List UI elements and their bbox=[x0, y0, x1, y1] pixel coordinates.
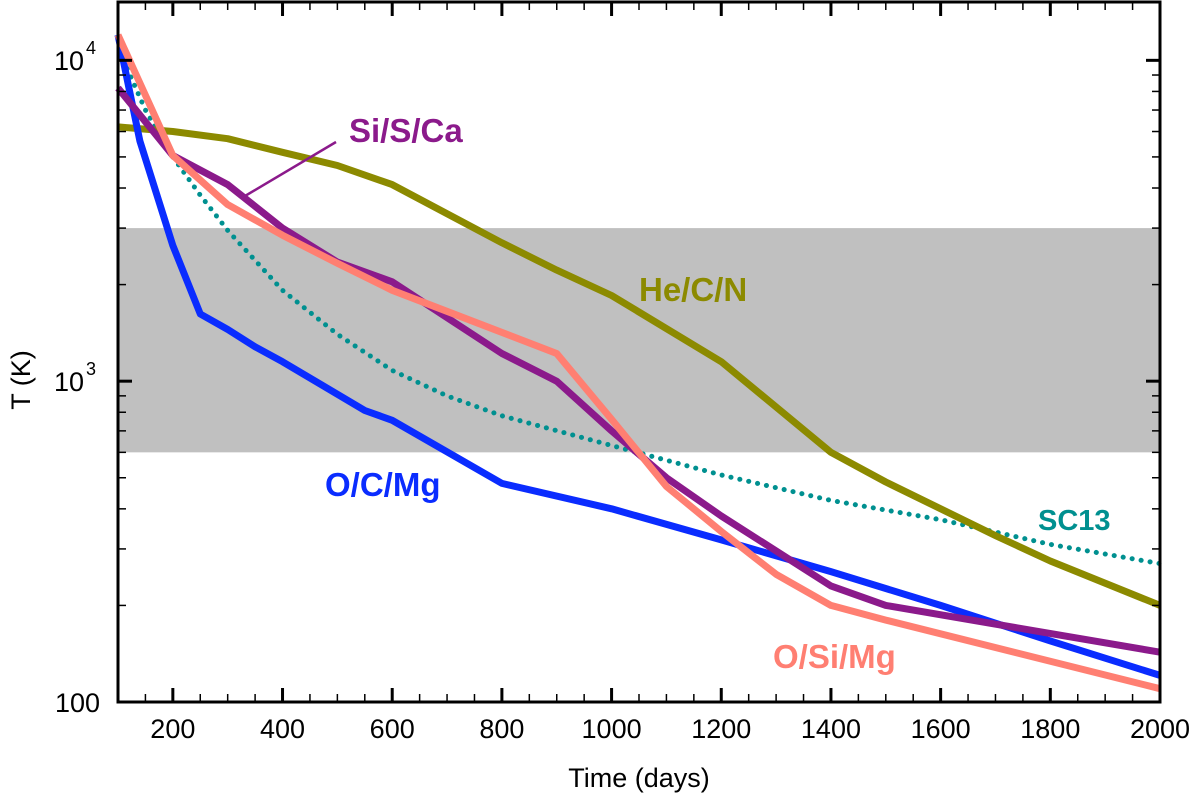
x-tick-label: 1200 bbox=[691, 714, 751, 744]
x-tick-label: 400 bbox=[260, 714, 305, 744]
series-layer bbox=[114, 33, 1163, 693]
y-tick-label-100: 100 bbox=[55, 688, 100, 718]
x-tick-label: 1000 bbox=[582, 714, 642, 744]
plot-frame bbox=[116, 0, 1162, 704]
series-si-s-ca bbox=[115, 85, 1161, 656]
x-tick-label: 200 bbox=[150, 714, 195, 744]
y-tick-label-10000: 10 bbox=[54, 46, 84, 76]
label-o-c-mg: O/C/Mg bbox=[325, 466, 440, 503]
label-sc13: SC13 bbox=[1038, 505, 1111, 537]
label-he-c-n: He/C/N bbox=[639, 271, 747, 308]
y-tick-label-1000-exp: 3 bbox=[86, 359, 96, 379]
label-o-si-mg: O/Si/Mg bbox=[773, 638, 896, 675]
x-tick-label: 1600 bbox=[911, 714, 971, 744]
x-tick-label: 1800 bbox=[1020, 714, 1080, 744]
x-tick-label: 600 bbox=[370, 714, 415, 744]
x-axis-title: Time (days) bbox=[568, 763, 710, 793]
series-he-c-n bbox=[117, 123, 1162, 609]
series-sc13 bbox=[121, 57, 1163, 567]
y-tick-label-10000-exp: 4 bbox=[86, 38, 96, 58]
y-tick-label-1000: 10 bbox=[54, 367, 84, 397]
x-tick-labels: 200 400 600 800 1000 1200 1400 1600 1800 2000 bbox=[150, 714, 1190, 744]
y-axis-title: T (K) bbox=[6, 350, 36, 410]
label-si-s-ca: Si/S/Ca bbox=[349, 112, 463, 149]
x-tick-label: 800 bbox=[479, 714, 524, 744]
x-tick-label: 1400 bbox=[801, 714, 861, 744]
si-s-ca-leader-line bbox=[244, 140, 337, 198]
x-tick-label: 2000 bbox=[1130, 714, 1190, 744]
shaded-band bbox=[118, 228, 1160, 453]
series-o-si-mg bbox=[114, 33, 1161, 693]
series-o-c-mg bbox=[114, 34, 1162, 679]
